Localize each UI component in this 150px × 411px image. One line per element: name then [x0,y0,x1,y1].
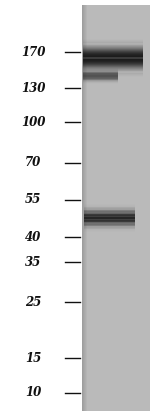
Text: 70: 70 [25,157,41,169]
Text: 170: 170 [21,46,45,58]
Text: 10: 10 [25,386,41,399]
Text: 55: 55 [25,194,41,206]
Text: 35: 35 [25,256,41,268]
Bar [82,5,150,411]
Text: 15: 15 [25,351,41,365]
Text: 100: 100 [21,115,45,129]
Text: 25: 25 [25,296,41,309]
Text: 130: 130 [21,81,45,95]
Text: 40: 40 [25,231,41,243]
